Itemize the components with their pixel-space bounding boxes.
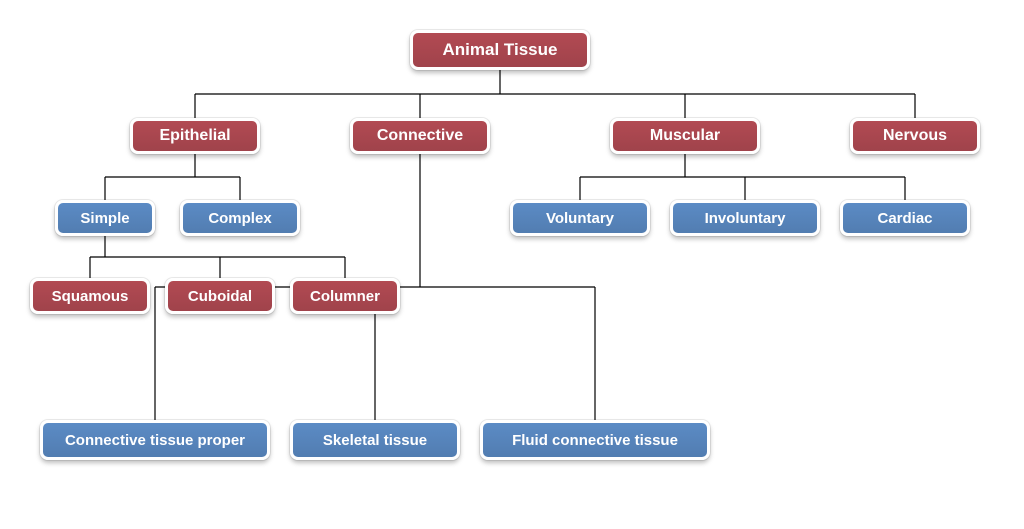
node-simple: Simple (55, 200, 155, 236)
node-nervous: Nervous (850, 118, 980, 154)
node-cuboidal: Cuboidal (165, 278, 275, 314)
node-skeletal: Skeletal tissue (290, 420, 460, 460)
node-involuntary: Involuntary (670, 200, 820, 236)
node-ctproper: Connective tissue proper (40, 420, 270, 460)
node-complex: Complex (180, 200, 300, 236)
node-root: Animal Tissue (410, 30, 590, 70)
node-fluid: Fluid connective tissue (480, 420, 710, 460)
node-columner: Columner (290, 278, 400, 314)
node-muscular: Muscular (610, 118, 760, 154)
node-epithelial: Epithelial (130, 118, 260, 154)
node-voluntary: Voluntary (510, 200, 650, 236)
node-squamous: Squamous (30, 278, 150, 314)
node-connective: Connective (350, 118, 490, 154)
node-cardiac: Cardiac (840, 200, 970, 236)
